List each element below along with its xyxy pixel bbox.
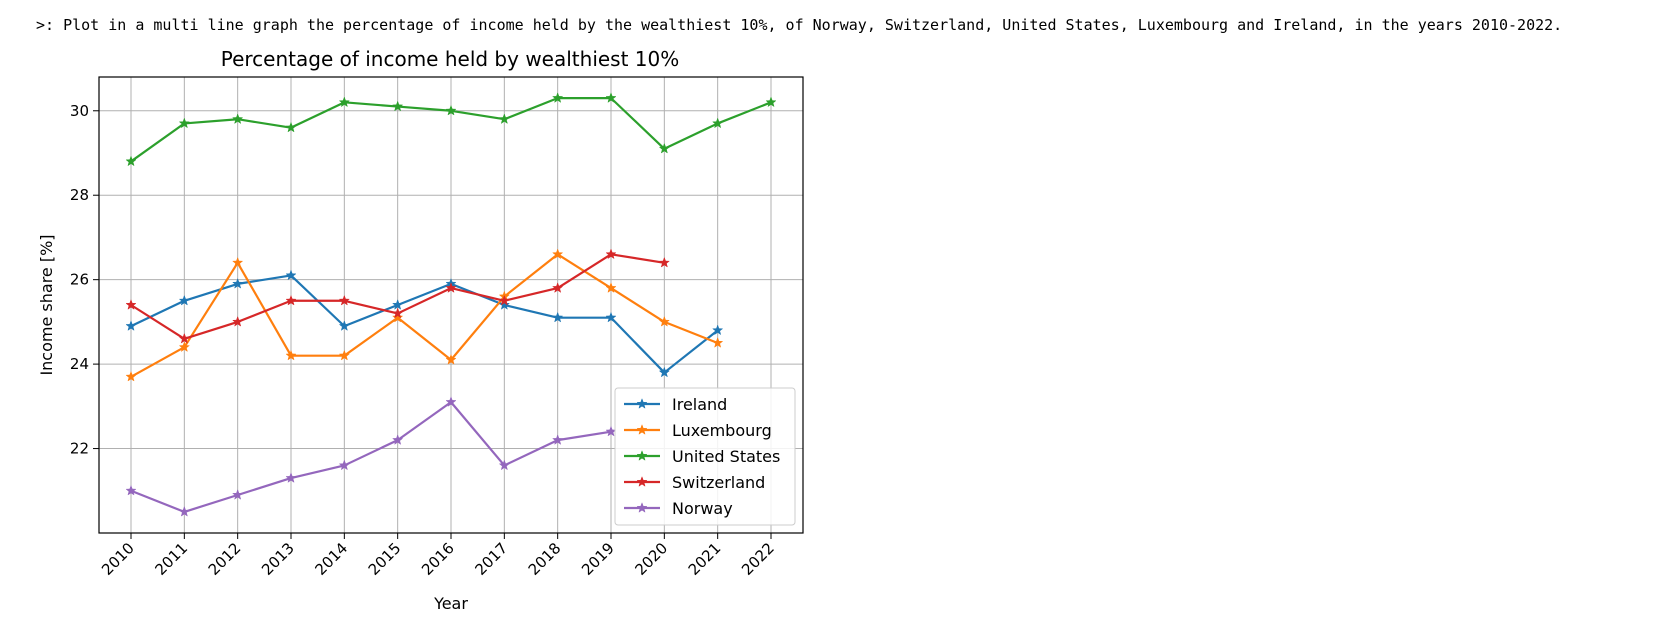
data-point-switzerland [392,307,404,319]
legend-label-switzerland: Switzerland [672,473,765,492]
data-point-switzerland [178,332,190,344]
data-point-switzerland [498,294,510,306]
data-point-switzerland [552,282,564,293]
x-tick-label: 2019 [578,539,618,579]
legend: Ireland Luxembourg United States Switzerlan… [614,387,796,526]
data-point-norway [552,434,564,445]
legend-marker-norway [636,502,648,513]
data-point-united-states [658,142,670,154]
data-point-norway [445,396,457,407]
data-point-switzerland [445,282,457,293]
data-point-luxembourg [178,341,190,353]
data-point-united-states [178,117,190,129]
data-point-luxembourg [552,248,564,260]
data-point-norway [232,489,244,500]
x-tick-label: 2020 [631,539,671,579]
data-point-united-states [712,117,724,129]
y-axis-ticks: 22 24 26 28 30 [70,102,99,458]
prompt-text: Plot in a multi line graph the percentag… [63,16,1563,34]
data-point-luxembourg [605,282,617,293]
y-tick-label: 30 [70,102,89,120]
data-point-united-states [125,155,137,167]
x-tick-label: 2010 [98,539,138,579]
data-point-united-states [552,92,564,103]
legend-marker-united-states [636,450,648,461]
y-tick-label: 26 [70,271,89,289]
x-tick-label: 2022 [738,539,778,579]
legend-marker-switzerland [636,476,648,487]
legend-marker-ireland [636,398,648,409]
legend-label-ireland: Ireland [672,395,727,414]
x-tick-label: 2016 [418,539,458,579]
x-tick-label: 2017 [471,539,511,579]
data-point-luxembourg [658,315,670,327]
x-tick-label: 2014 [311,539,351,579]
data-point-ireland [338,320,350,331]
data-point-ireland [392,299,404,310]
data-point-ireland [125,320,137,331]
data-point-luxembourg [445,353,457,365]
data-point-united-states [498,113,510,125]
x-axis-label: Year [433,594,468,613]
legend-label-norway: Norway [672,499,733,518]
data-point-united-states [765,96,777,108]
data-point-norway [338,459,350,471]
data-point-switzerland [605,248,617,260]
data-point-luxembourg [125,370,137,382]
x-tick-label: 2011 [151,539,191,579]
series-line-ireland [130,274,719,374]
data-point-luxembourg [285,349,297,361]
x-tick-label: 2015 [365,539,405,579]
x-axis-ticks: 2010 2011 2012 2013 2014 2015 2016 2017 2018 2019… [98,533,778,579]
data-point-ireland [178,294,190,306]
data-point-united-states [392,100,404,112]
data-point-luxembourg [712,337,724,348]
data-point-united-states [338,96,350,108]
data-point-luxembourg [392,311,404,323]
x-tick-label: 2021 [685,539,725,579]
data-point-ireland [658,366,670,378]
legend-label-luxembourg: Luxembourg [672,421,772,440]
data-point-ireland [552,311,564,323]
data-point-ireland [712,324,724,336]
data-point-switzerland [338,294,350,306]
data-point-norway [498,459,510,471]
data-point-ireland [285,269,297,281]
data-point-luxembourg [338,349,350,361]
x-tick-label: 2018 [525,539,565,579]
y-tick-label: 24 [70,355,89,373]
legend-box [614,387,796,526]
prompt-marker: >: [36,16,55,34]
prompt-line: >: Plot in a multi line graph the percen… [36,16,1562,34]
legend-label-united-states: United States [672,447,780,466]
data-point-norway [285,472,297,483]
data-point-ireland [232,277,244,289]
y-axis-label: Income share [%] [37,234,56,375]
data-point-ireland [498,299,510,310]
series-markers [125,92,777,517]
legend-marker-luxembourg [636,424,648,435]
data-point-switzerland [125,299,137,310]
x-tick-label: 2012 [205,539,245,579]
data-point-united-states [232,113,244,125]
data-point-norway [392,434,404,445]
data-point-switzerland [285,294,297,306]
x-tick-label: 2013 [258,539,298,579]
data-point-switzerland [658,256,670,268]
data-point-ireland [605,311,617,323]
chart-title: Percentage of income held by wealthiest … [221,47,680,71]
series-line-norway [130,401,612,513]
data-point-united-states [285,121,297,133]
data-point-luxembourg [232,256,244,268]
series-line-luxembourg [130,253,719,378]
data-point-switzerland [232,315,244,327]
data-point-united-states [445,104,457,116]
data-point-norway [178,505,190,517]
data-point-united-states [605,92,617,103]
data-point-norway [125,484,137,496]
y-tick-label: 28 [70,186,89,204]
y-tick-label: 22 [70,440,89,458]
